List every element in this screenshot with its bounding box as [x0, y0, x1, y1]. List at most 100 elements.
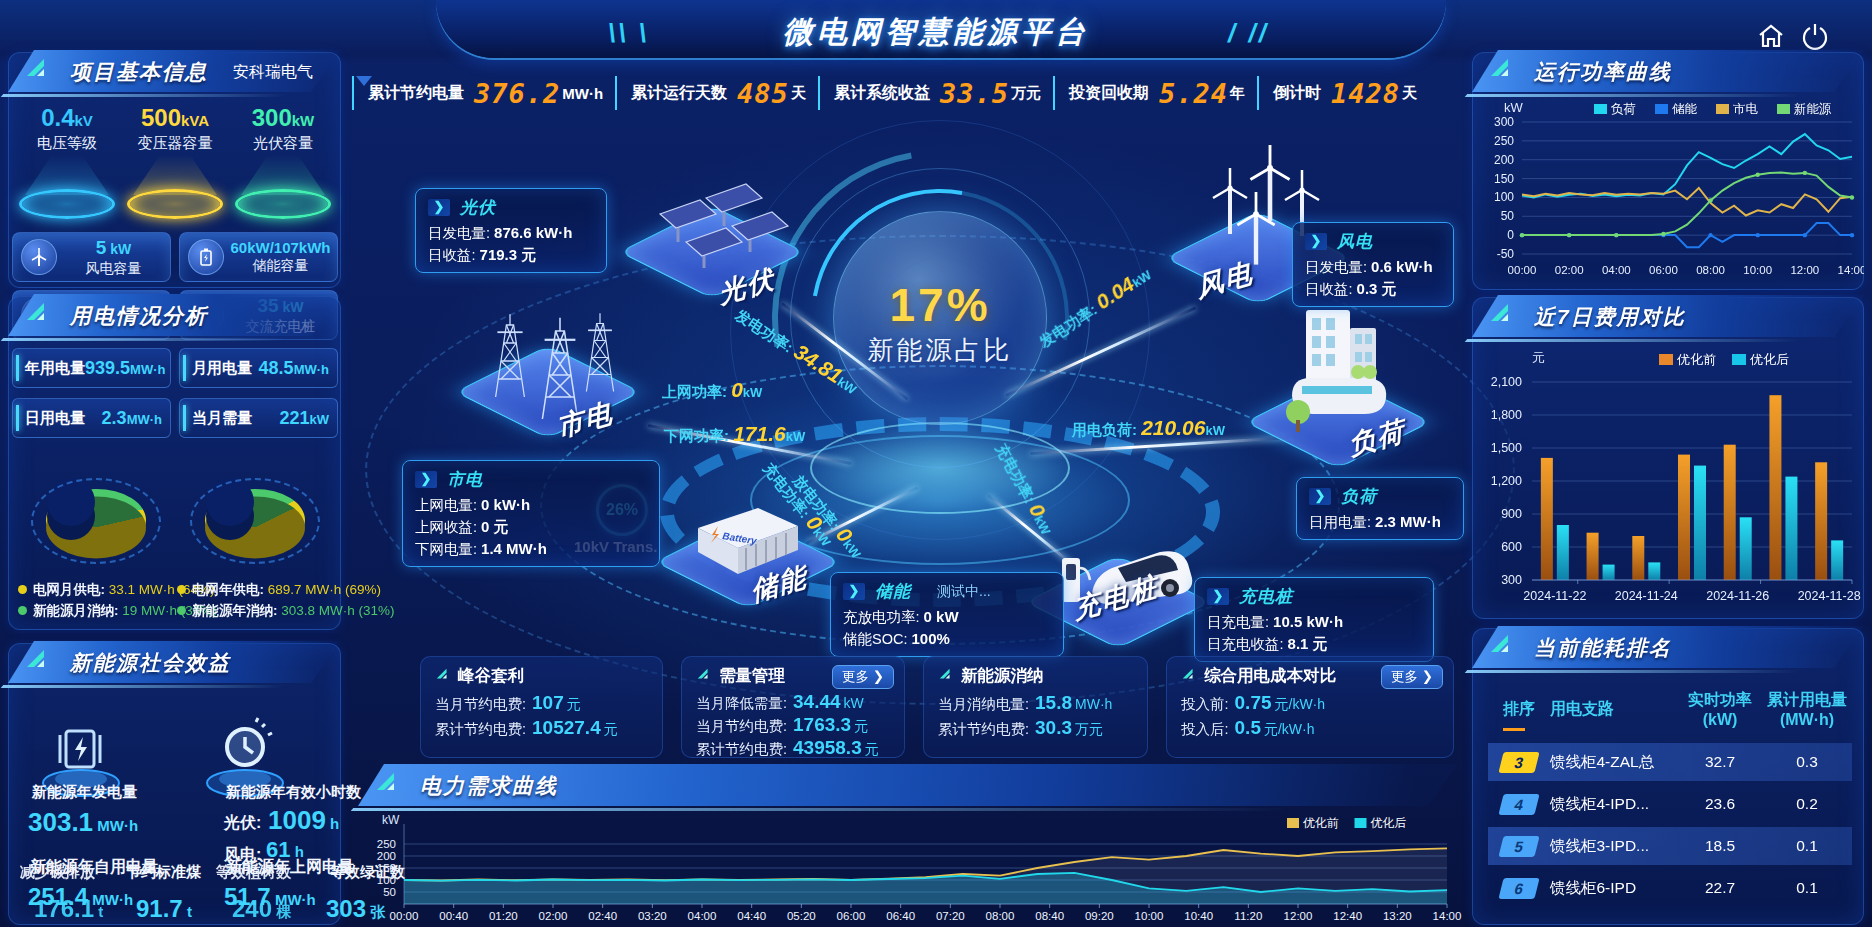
usage-stat: 月用电量48.5MW·h	[179, 348, 338, 388]
info-box-line: 日发电量: 876.6 kW·h	[428, 222, 594, 244]
legend-label: 新能源月消纳:	[33, 603, 122, 618]
value-unit: h	[326, 815, 339, 832]
benefit-value: 43958.3	[793, 737, 862, 758]
legend-item: 新能源年消纳: 303.8 MW·h (31%)	[177, 602, 336, 620]
more-button[interactable]: 更多 ❯	[1381, 665, 1443, 689]
ranking-header-row: 排序用电支路实时功率(kW)累计用电量(MW·h)	[1488, 690, 1852, 729]
usage-unit: MW·h	[130, 362, 165, 377]
kpi-unit: MW·h	[562, 85, 603, 102]
table-row[interactable]: 3馈线柜4-ZAL总32.70.3	[1488, 743, 1852, 781]
svg-text:07:20: 07:20	[936, 910, 965, 922]
rank-cell: 5	[1488, 836, 1550, 857]
table-row[interactable]: 4馈线柜4-IPD...23.60.2	[1488, 785, 1852, 823]
platform-ellipse	[706, 84, 1174, 552]
line-label: 日收益:	[1305, 281, 1357, 297]
panel-cost-compare-title: 近7日费用对比	[1534, 303, 1686, 331]
node-label-wind: 风电	[1194, 254, 1256, 306]
info-box-title: 市电	[447, 468, 483, 491]
platform-ellipse	[760, 138, 1119, 497]
capacity-label: 储能容量	[224, 257, 337, 275]
pedestal-light-cone	[241, 155, 325, 195]
benefit-label: 投入前:	[1181, 696, 1229, 712]
line-label: 上网收益:	[415, 519, 481, 535]
info-box-title: 光伏	[460, 196, 496, 219]
rank-cell: 4	[1488, 794, 1550, 815]
svg-text:600: 600	[1501, 540, 1522, 554]
svg-text:市电: 市电	[1733, 102, 1759, 116]
info-box-wind: ❯风电日发电量: 0.6 kW·h 日收益: 0.3 元	[1292, 222, 1454, 307]
benefit-label: 当月降低需量:	[696, 695, 787, 711]
benefit-value: 30.3	[1035, 717, 1072, 738]
svg-text:负荷: 负荷	[1611, 102, 1636, 116]
info-box-line: 充放电功率: 0 kW	[843, 606, 1051, 628]
value-number: 303	[326, 895, 366, 922]
node-label-charger: 充电桩	[1071, 568, 1161, 628]
svg-text:04:40: 04:40	[737, 910, 766, 922]
capacity-box-text: 5 kW风电容量	[57, 237, 170, 278]
svg-text:900: 900	[1501, 507, 1522, 521]
value-number: 51.7	[224, 883, 271, 910]
table-row[interactable]: 5馈线柜3-IPD...18.50.1	[1488, 827, 1852, 865]
energy-ranking-table: 排序用电支路实时功率(kW)累计用电量(MW·h) 3馈线柜4-ZAL总32.70…	[1488, 690, 1852, 901]
table-row[interactable]: 6馈线柜6-IPD22.70.1	[1488, 869, 1852, 901]
project-select[interactable]: 安科瑞电气	[233, 62, 313, 83]
header-line: (kW)	[1678, 711, 1762, 729]
svg-text:09:20: 09:20	[1085, 910, 1114, 922]
kpi-value: 1428	[1331, 78, 1400, 109]
svg-text:2024-11-22: 2024-11-22	[1523, 589, 1586, 603]
renewable-share-sphere	[833, 211, 1047, 425]
kpi-label: 累计系统收益	[834, 83, 930, 104]
flow-unit: kW	[840, 537, 864, 562]
chevron-icon: ❯	[428, 199, 450, 216]
benefit-unit: kW	[844, 695, 864, 711]
panel-power-curve-header: 运行功率曲线	[1472, 50, 1864, 92]
kpi-label: 累计运行天数	[631, 83, 727, 104]
flow-label: 放电功率: 0kW	[789, 469, 870, 563]
ranking-column-header: 累计用电量(MW·h)	[1762, 690, 1852, 729]
svg-text:10:00: 10:00	[1743, 264, 1772, 276]
flow-name: 用电负荷:	[1072, 421, 1141, 438]
benefit-unit: 万元	[1075, 721, 1103, 737]
panel-social-header: 新能源社会效益	[8, 641, 341, 683]
power-icon[interactable]	[1800, 22, 1830, 52]
power-curve-chart: kW300250200150100500-5000:0002:0004:0006…	[1474, 96, 1864, 288]
info-box-title-row: ❯风电	[1305, 230, 1441, 253]
node-label-storage: 储能	[748, 558, 810, 610]
energy-flow-beam	[1005, 306, 1196, 396]
svg-text:1,200: 1,200	[1491, 474, 1522, 488]
home-icon[interactable]	[1756, 22, 1786, 50]
svg-text:50: 50	[383, 886, 396, 898]
kpi-label: 累计节约电量	[368, 83, 464, 104]
demand-chart-title: 电力需求曲线	[420, 772, 558, 800]
title-decor-right: / //	[1228, 18, 1274, 40]
line-value: 0.6 kW·h	[1371, 258, 1433, 275]
self-use-value: 251.4 MW·h	[28, 883, 133, 911]
info-box-title: 充电桩	[1239, 585, 1293, 608]
value-unit: kW	[292, 112, 315, 129]
info-box-title-row: ❯充电桩	[1207, 585, 1421, 608]
flow-name: 发电功率:	[733, 306, 800, 358]
panel-usage-title: 用电情况分析	[70, 302, 208, 330]
usage-value: 2.3MW·h	[85, 408, 162, 429]
header-line: 用电支路	[1550, 699, 1678, 720]
load-building-icon	[1272, 300, 1402, 454]
capacity-pedestals: 0.4kV电压等级500kVA变压器容量300kW光伏容量	[14, 104, 336, 219]
info-box-storage: ❯储能测试中...充放电功率: 0 kW储能SOC: 100%	[830, 572, 1064, 657]
info-box-title-row: ❯市电	[415, 468, 647, 491]
svg-text:10:00: 10:00	[1135, 910, 1164, 922]
line-label: 日发电量:	[1305, 259, 1371, 275]
panel-corner-icon	[1488, 301, 1514, 327]
benefit-line: 当月降低需量:34.44kW	[696, 691, 890, 714]
svg-text:Battery: Battery	[722, 530, 758, 546]
more-button[interactable]: 更多 ❯	[832, 665, 894, 689]
benefit-unit: 元	[865, 741, 879, 757]
info-box-title: 负荷	[1341, 485, 1377, 508]
energy-cell: 0.2	[1762, 795, 1852, 813]
capacity-pedestal: 0.4kV电压等级	[14, 104, 120, 219]
flow-name: 上网功率:	[662, 383, 731, 400]
benefit-unit: MW·h	[1075, 696, 1112, 712]
flow-label: 充电功率: 0kW	[991, 438, 1059, 538]
svg-text:150: 150	[1494, 172, 1514, 186]
info-box-line: 储能SOC: 100%	[843, 628, 1051, 650]
line-value: 0.3 元	[1357, 280, 1397, 297]
